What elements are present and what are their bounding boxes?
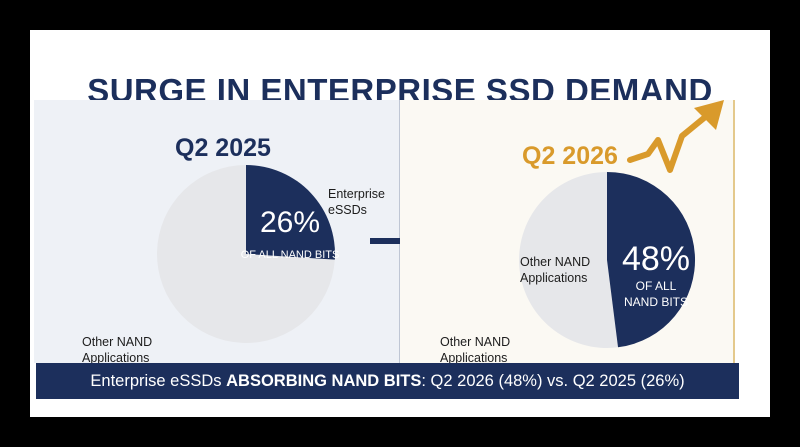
pie-value-label-2026: 48% <box>622 240 690 278</box>
label-enterprise-essds-2025: Enterprise eSSDs <box>328 187 385 217</box>
label-other-nand-2026-outer: Other NAND Applications <box>440 335 511 365</box>
panel-q2-2025: Q2 2025 26% OF ALL NAND BITS Enterprise … <box>34 100 400 365</box>
q2-2026-title: Q2 2026 <box>522 142 618 170</box>
summary-banner: Enterprise eSSDs ABSORBING NAND BITS : Q… <box>36 363 739 399</box>
trend-up-arrow-icon <box>627 100 724 173</box>
pie-sublabel-2026-line2: NAND BITS <box>624 295 688 309</box>
pie-chart-q2-2025: 26% OF ALL NAND BITS <box>156 165 340 343</box>
label-other-nand-2026-inner: Other NAND Applications <box>520 255 591 285</box>
pie-slice-enterprise-essd-2025 <box>246 165 335 260</box>
pie-slice-enterprise-essd-2026 <box>607 172 696 348</box>
infographic-card: SURGE IN ENTERPRISE SSD DEMAND Q2 2025 2… <box>30 30 770 417</box>
pie-slice-other-nand-2026 <box>519 172 619 348</box>
panel-q2-2026: Q2 2026 48% OF ALL NAND BITS Other NAND … <box>400 100 735 365</box>
banner-text-prefix: Enterprise eSSDs <box>90 371 227 390</box>
pie-chart-q2-2026: 48% OF ALL NAND BITS <box>519 172 696 348</box>
pie-value-label-2025: 26% <box>260 206 320 239</box>
pie-sublabel-2025: OF ALL NAND BITS <box>241 249 340 261</box>
banner-text-suffix: : Q2 2026 (48%) vs. Q2 2025 (26%) <box>421 371 685 390</box>
label-other-nand-2025: Other NAND Applications <box>82 335 153 365</box>
pie-slice-other-nand-2025 <box>156 165 335 343</box>
pie-sublabel-2026-line1: OF ALL <box>636 279 677 293</box>
q2-2025-title: Q2 2025 <box>175 134 271 162</box>
banner-text-bold: ABSORBING NAND BITS <box>226 371 422 390</box>
